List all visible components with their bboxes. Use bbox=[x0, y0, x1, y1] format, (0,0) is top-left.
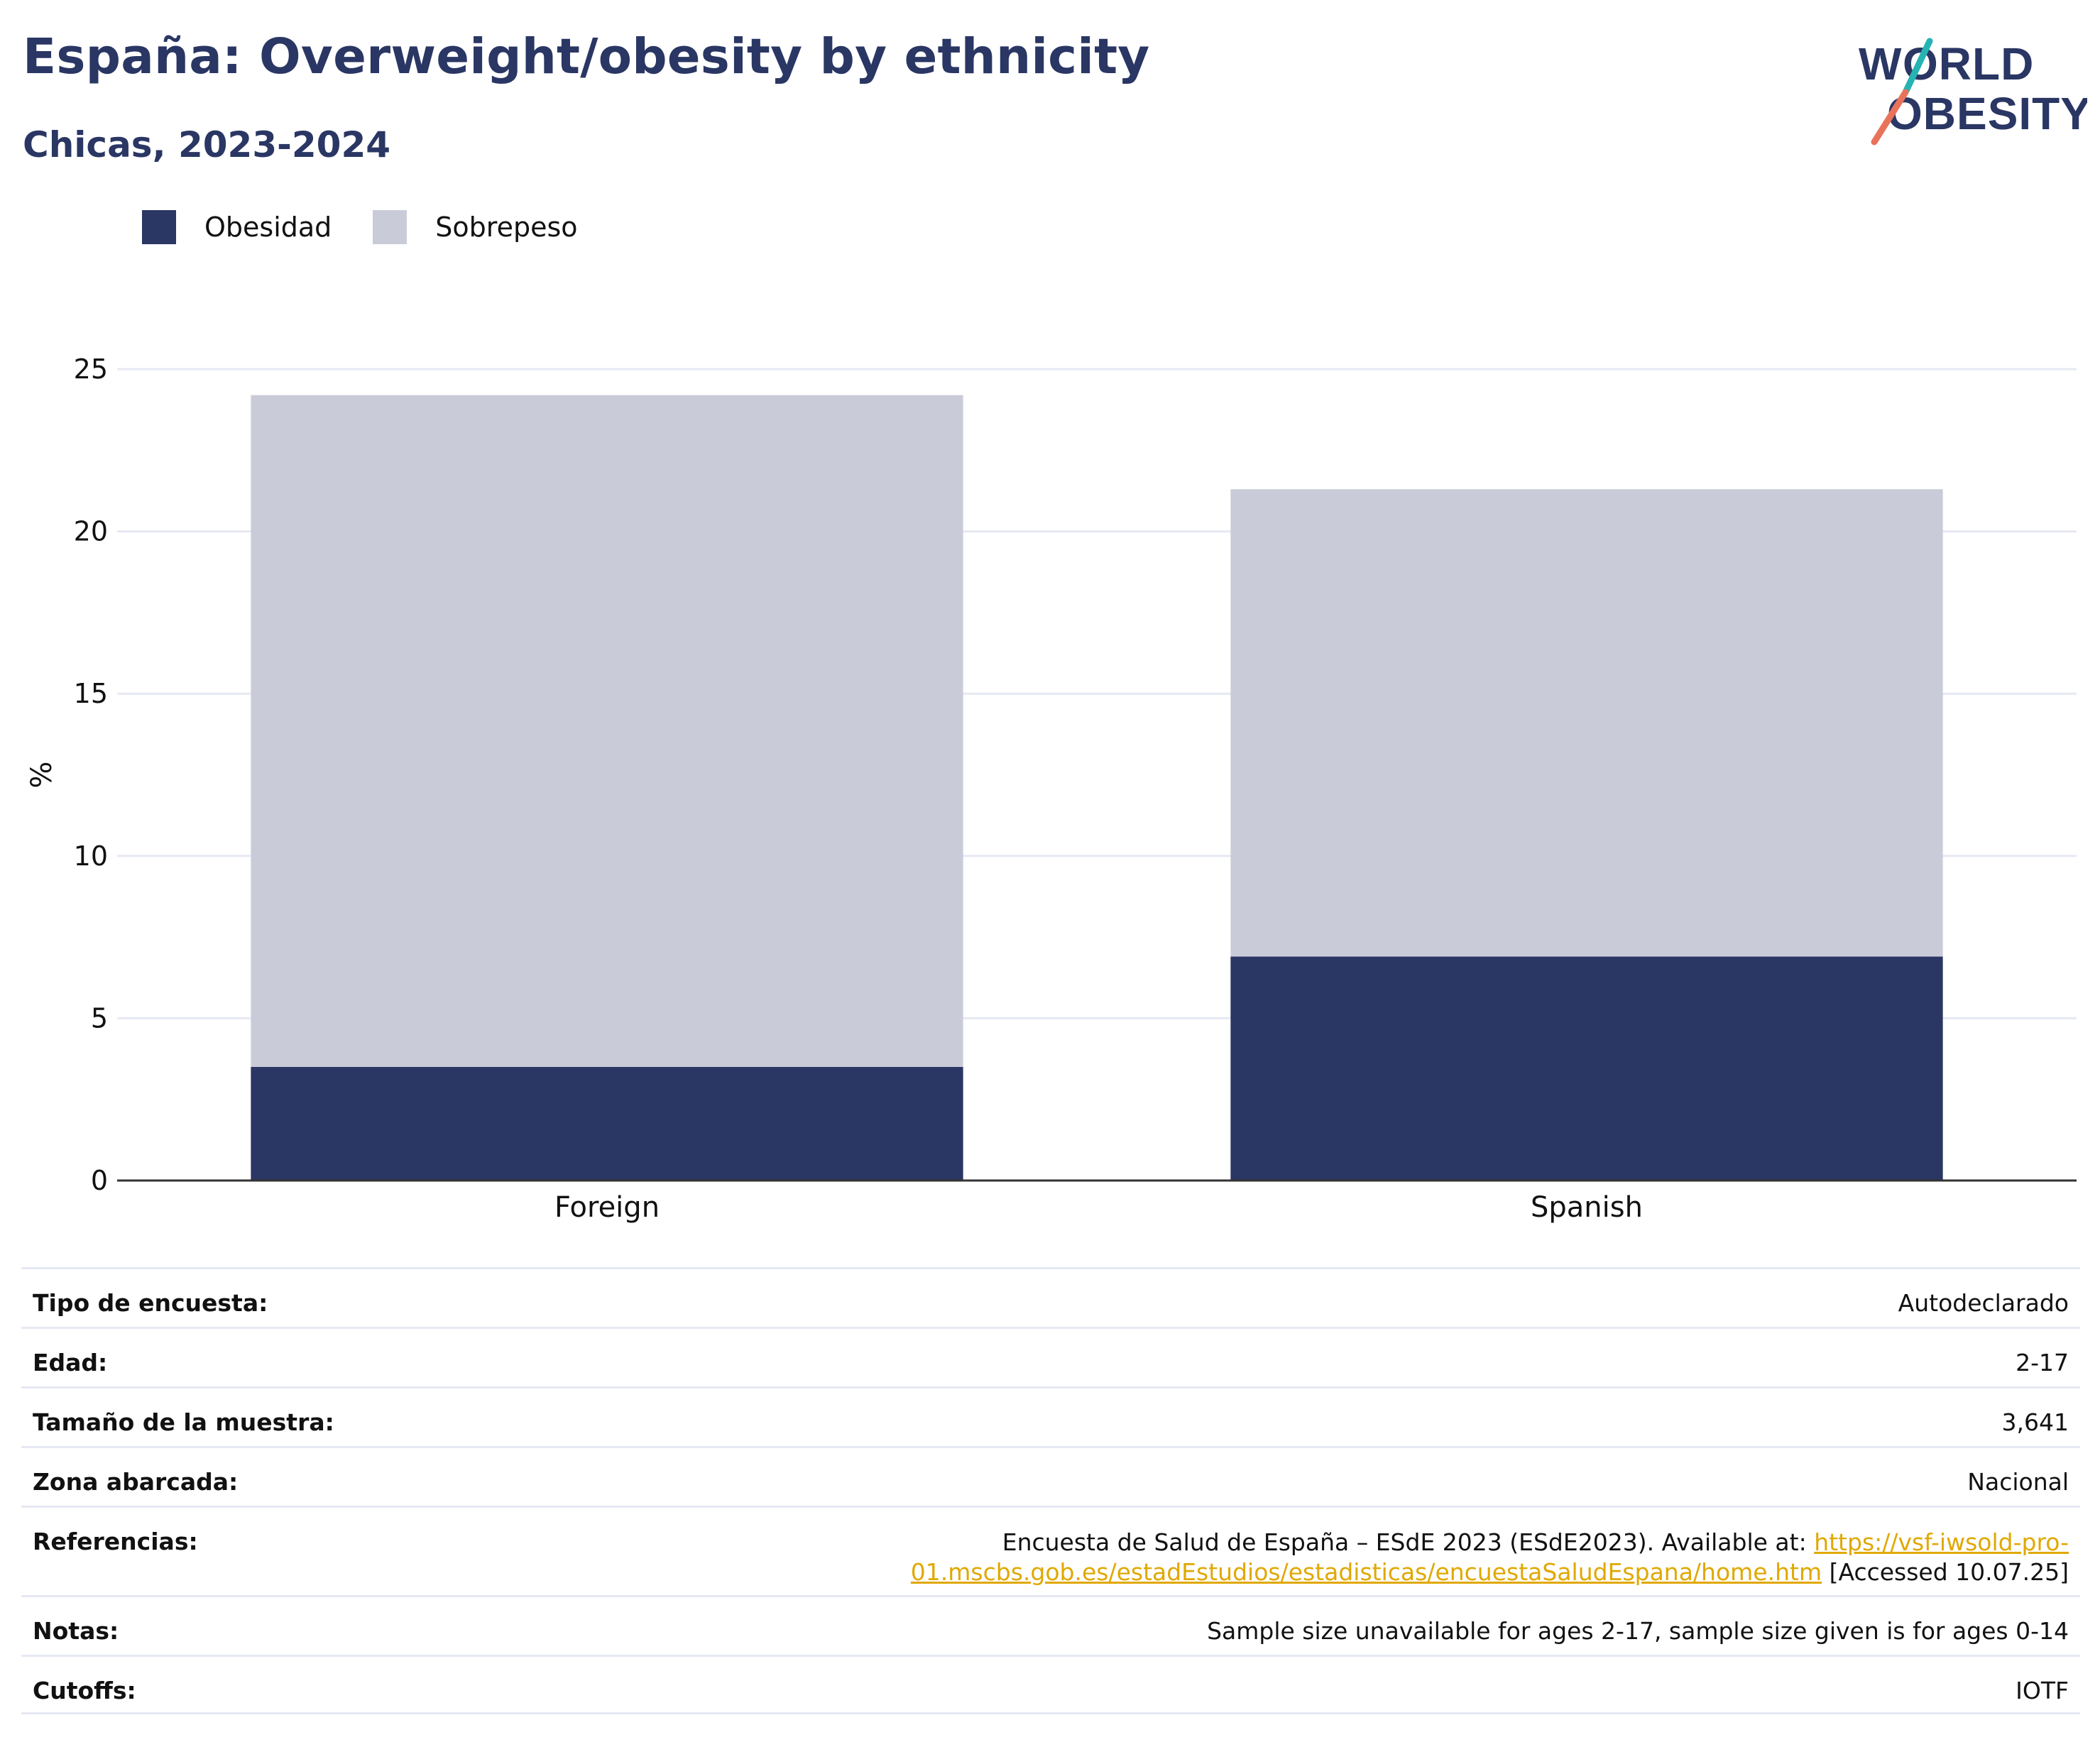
page-subtitle: Chicas, 2023-2024 bbox=[23, 124, 391, 165]
info-value-notas: Sample size unavailable for ages 2-17, s… bbox=[1207, 1617, 2069, 1645]
info-value-edad: 2-17 bbox=[2016, 1349, 2069, 1376]
info-label-edad: Edad: bbox=[33, 1349, 108, 1376]
info-label-zona: Zona abarcada: bbox=[33, 1468, 239, 1496]
y-tick-label-5: 5 bbox=[91, 1002, 108, 1034]
y-tick-label-15: 15 bbox=[74, 678, 108, 709]
info-label-cutoffs: Cutoffs: bbox=[33, 1677, 136, 1704]
page-title: España: Overweight/obesity by ethnicity bbox=[23, 28, 1150, 85]
bar-spanish-sobrepeso bbox=[1230, 489, 1943, 957]
info-row-cutoffs: Cutoffs: IOTF bbox=[21, 1655, 2080, 1714]
info-label-tipo: Tipo de encuesta: bbox=[33, 1289, 268, 1317]
reference-link-continued[interactable]: 01.mscbs.gob.es/estadEstudios/estadistic… bbox=[910, 1558, 1822, 1586]
legend-swatch-obesidad bbox=[142, 210, 176, 244]
svg-text:W: W bbox=[1859, 38, 1902, 89]
legend-item-obesidad: Obesidad bbox=[142, 210, 332, 244]
chart-legend: Obesidad Sobrepeso bbox=[142, 210, 619, 244]
x-tick-label-spanish: Spanish bbox=[1531, 1191, 1643, 1224]
x-tick-label-foreign: Foreign bbox=[554, 1191, 660, 1224]
legend-swatch-sobrepeso bbox=[373, 210, 408, 244]
info-row-notas: Notas: Sample size unavailable for ages … bbox=[21, 1595, 2080, 1655]
y-axis-label: % bbox=[26, 761, 58, 788]
reference-text: Encuesta de Salud de España – ESdE 2023 … bbox=[1002, 1528, 1815, 1556]
y-tick-label-0: 0 bbox=[91, 1165, 108, 1196]
info-row-edad: Edad: 2-17 bbox=[21, 1327, 2080, 1386]
info-value-cutoffs: IOTF bbox=[2016, 1677, 2069, 1704]
y-tick-label-20: 20 bbox=[74, 516, 108, 547]
bar-spanish-obesidad bbox=[1230, 956, 1943, 1181]
bar-foreign-obesidad bbox=[251, 1066, 963, 1181]
legend-label-obesidad: Obesidad bbox=[204, 212, 332, 243]
legend-label-sobrepeso: Sobrepeso bbox=[435, 212, 578, 243]
survey-info-table: Tipo de encuesta: Autodeclarado Edad: 2-… bbox=[21, 1267, 2080, 1714]
info-row-tipo: Tipo de encuesta: Autodeclarado bbox=[21, 1267, 2080, 1327]
svg-text:OBESITY: OBESITY bbox=[1887, 88, 2087, 139]
y-tick-label-10: 10 bbox=[74, 840, 108, 872]
info-row-zona: Zona abarcada: Nacional bbox=[21, 1446, 2080, 1506]
info-value-muestra: 3,641 bbox=[2001, 1408, 2069, 1436]
info-value-tipo: Autodeclarado bbox=[1898, 1289, 2069, 1317]
info-label-notas: Notas: bbox=[33, 1617, 119, 1645]
world-obesity-logo: W ORLD OBESITY bbox=[1859, 38, 2087, 146]
info-row-referencias: Referencias: Encuesta de Salud de España… bbox=[21, 1506, 2080, 1595]
info-row-muestra: Tamaño de la muestra: 3,641 bbox=[21, 1386, 2080, 1446]
info-value-referencias: Encuesta de Salud de España – ESdE 2023 … bbox=[911, 1528, 2069, 1587]
y-tick-label-25: 25 bbox=[74, 354, 108, 385]
info-label-referencias: Referencias: bbox=[33, 1528, 198, 1555]
bar-foreign-sobrepeso bbox=[251, 395, 963, 1067]
reference-accessed: [Accessed 10.07.25] bbox=[1822, 1558, 2069, 1586]
reference-link[interactable]: https://vsf-iwsold-pro- bbox=[1814, 1528, 2069, 1556]
legend-item-sobrepeso: Sobrepeso bbox=[373, 210, 578, 244]
info-value-zona: Nacional bbox=[1967, 1468, 2069, 1496]
stacked-bar-chart: 0 5 10 15 20 25% Foreign Spanish bbox=[26, 354, 2077, 1224]
info-label-muestra: Tamaño de la muestra: bbox=[33, 1408, 334, 1436]
